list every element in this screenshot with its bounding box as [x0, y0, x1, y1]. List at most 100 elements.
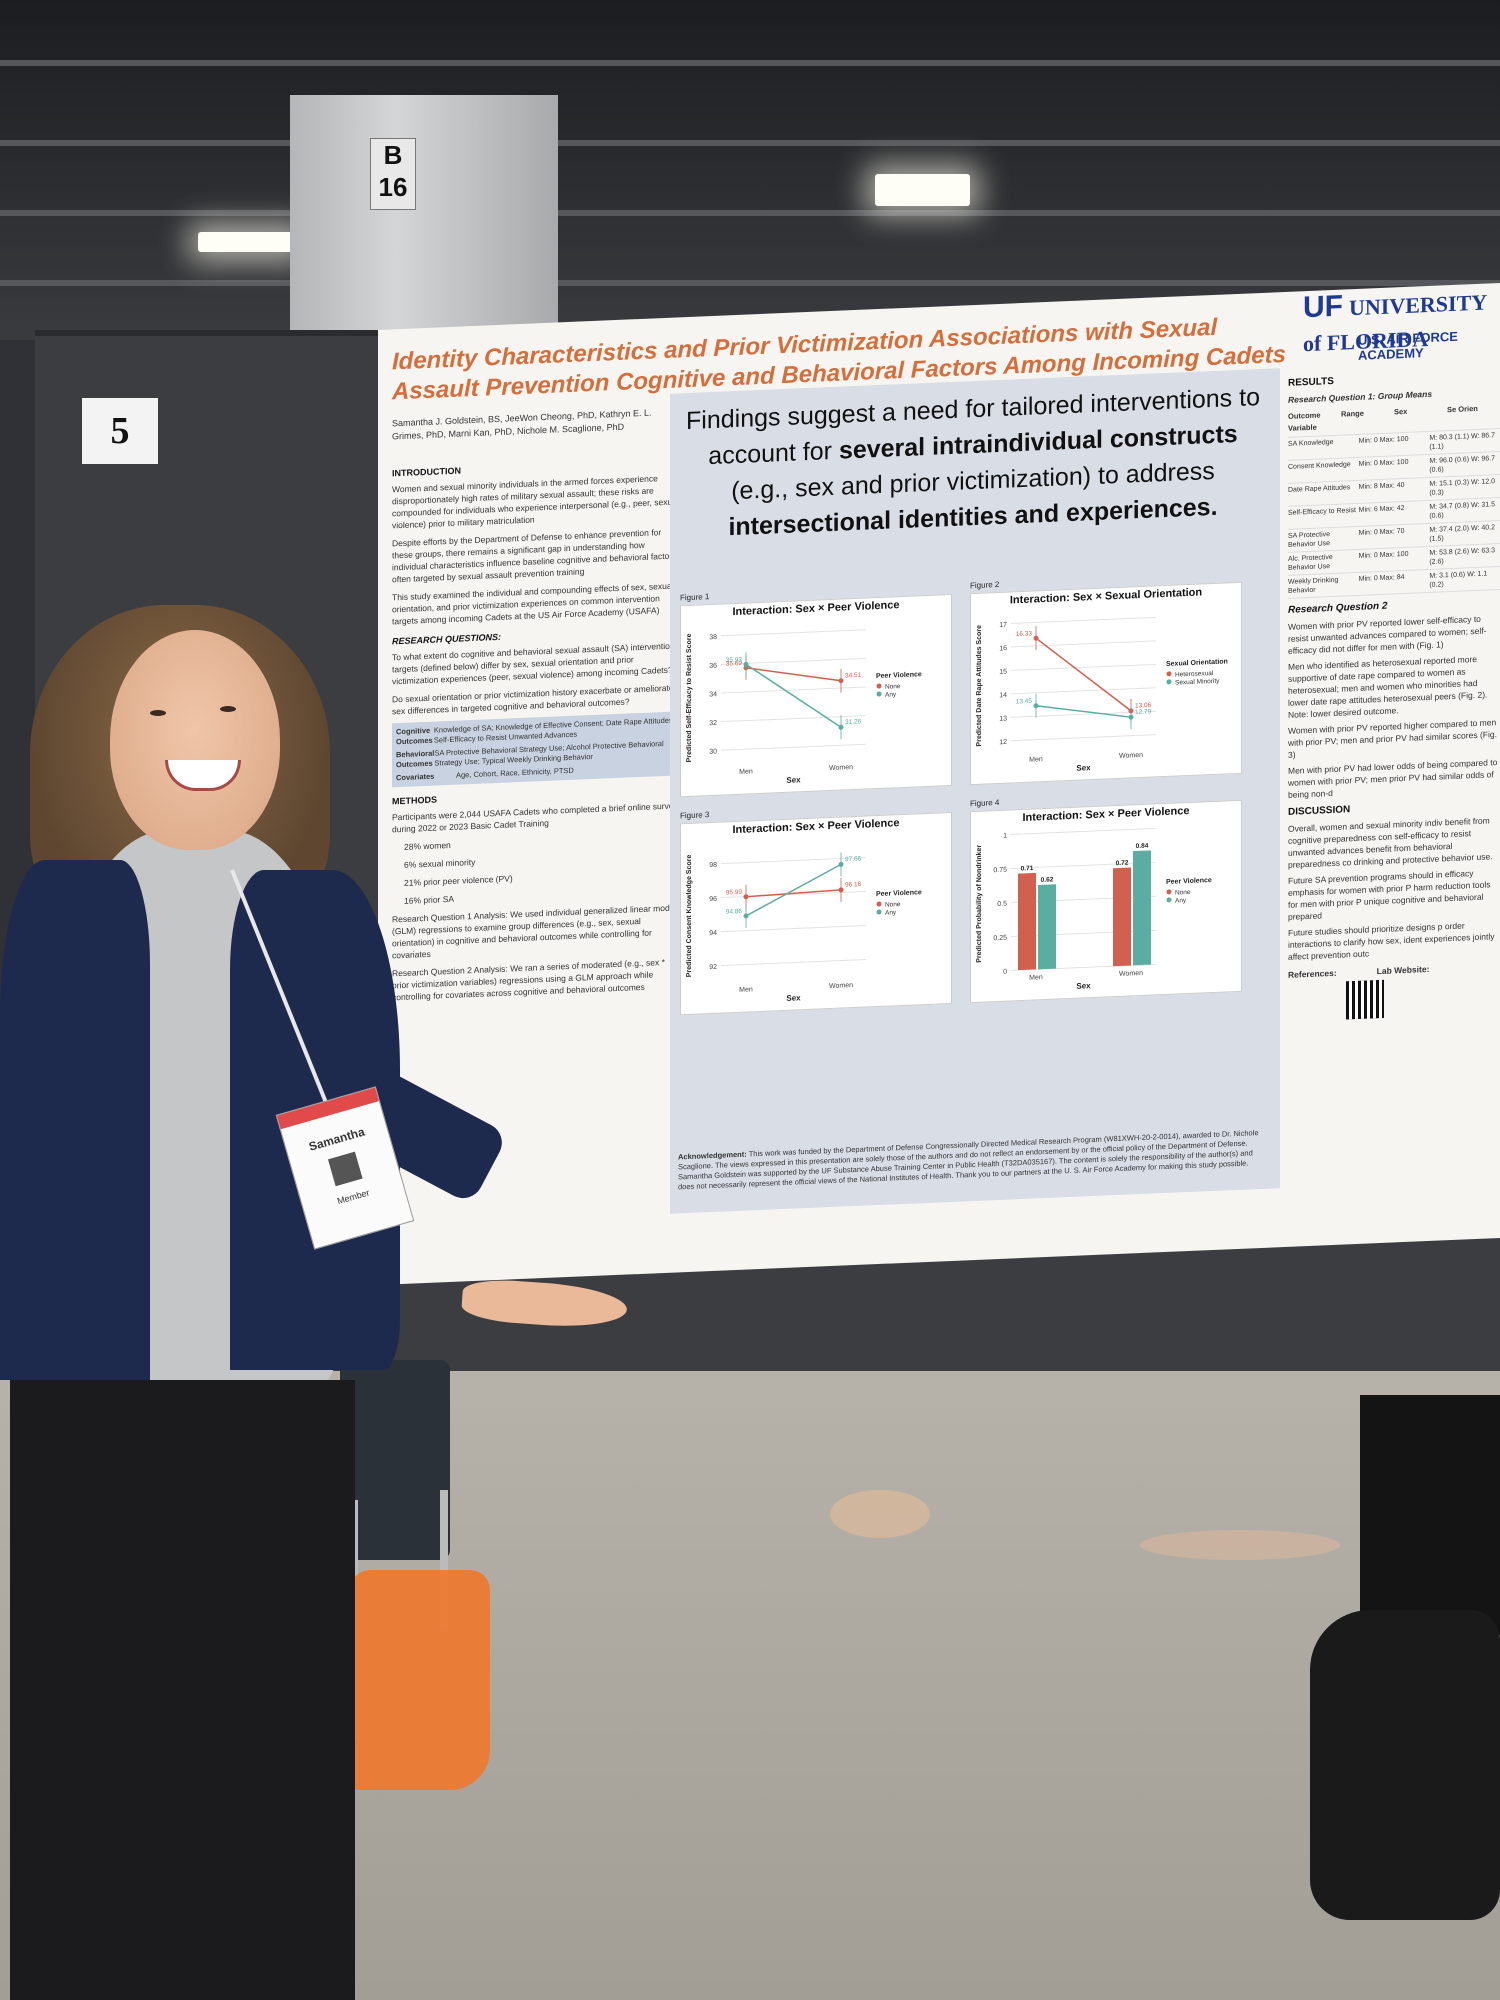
data-label: 0.72 — [1116, 860, 1129, 868]
figure-1: Interaction: Sex × Peer Violence 30 32 34 3… — [680, 593, 952, 798]
y-tick-label: 1 — [1003, 833, 1007, 840]
table-cell: M: 15.1 (0.3) W: 12.0 (0.3) — [1429, 478, 1495, 497]
presenter-eye — [220, 706, 236, 712]
data-label: 31.26 — [845, 718, 862, 726]
data-point — [838, 861, 844, 867]
ceiling-light — [875, 174, 970, 206]
floor-stain — [830, 1490, 930, 1538]
legend-swatch — [1166, 897, 1172, 903]
legend-swatch — [1166, 671, 1172, 677]
ceiling-beam — [0, 140, 1500, 146]
data-label: 96.16 — [845, 881, 862, 889]
right-column: RESULTS Research Question 1: Group Means… — [1288, 363, 1500, 1022]
gridline — [721, 959, 866, 967]
methods-item: Research Question 2 Analysis: We ran a s… — [392, 956, 665, 1003]
x-tick-label: Women — [1119, 970, 1143, 978]
lab-website-label: Lab Website: — [1376, 963, 1430, 977]
bar — [1038, 884, 1056, 970]
badge-qr-icon — [327, 1151, 363, 1187]
table-cell: Min: 0 Max: 84 — [1358, 573, 1405, 583]
bar — [1133, 850, 1151, 966]
figure-label: Figure 3 — [680, 810, 710, 821]
key-finding: Findings suggest a need for tailored int… — [678, 379, 1268, 548]
x-tick-label: Men — [1029, 974, 1043, 982]
table-cell: Min: 0 Max: 100 — [1358, 550, 1409, 560]
y-tick-label: 98 — [709, 862, 717, 869]
table-cell: M: 53.8 (2.6) W: 63.3 (2.6) — [1429, 547, 1495, 566]
references-label: References: — [1288, 967, 1337, 980]
gridline — [721, 629, 866, 637]
presenter-eye — [150, 710, 166, 716]
data-label: 35.69 — [726, 660, 743, 668]
legend-entry: Sexual Minority — [1175, 678, 1220, 687]
y-tick-label: 96 — [709, 896, 717, 903]
figure-label: Figure 1 — [680, 592, 710, 603]
gridline — [721, 657, 866, 665]
series-line — [745, 667, 842, 682]
x-tick-label: Women — [1119, 752, 1143, 760]
ceiling-beam — [0, 280, 1500, 286]
data-point — [743, 913, 749, 919]
uf-logo-mark: UF — [1303, 289, 1343, 325]
legend-entry: None — [1175, 889, 1191, 897]
x-axis-label: Sex — [1076, 981, 1091, 991]
backpack — [1310, 1610, 1500, 1920]
table-cell: Min: 8 Max: 40 — [1358, 481, 1405, 491]
x-tick-label: Men — [1029, 756, 1043, 764]
series-line — [1035, 704, 1132, 718]
y-tick-label: 15 — [999, 669, 1007, 676]
data-point — [743, 894, 749, 900]
poster-authors: Samantha J. Goldstein, BS, JeeWon Cheong… — [392, 407, 652, 442]
floor-stain — [1140, 1530, 1340, 1560]
research-question: To what extent do cognitive and behavior… — [392, 640, 675, 687]
gridline — [721, 743, 866, 751]
legend-entry: Heterosexual — [1175, 670, 1214, 679]
y-tick-label: 36 — [709, 663, 717, 670]
figure-1-chart: 30 32 34 36 38 Predicted Self-Efficacy to Res… — [686, 629, 922, 785]
table-cell: M: 34.7 (0.8) W: 31.5 (0.6) — [1429, 501, 1495, 520]
pillar-sign: B 16 — [370, 138, 416, 210]
outcomes-box: Cognitive Outcomes Knowledge of SA; Knowl… — [392, 711, 682, 788]
table-cell: Alc. Protective Behavior Use — [1288, 553, 1333, 572]
data-point — [1128, 714, 1134, 720]
figure-4-chart: 0 0.25 0.5 0.75 1 Predicted Probability of No… — [976, 827, 1212, 991]
legend-swatch — [876, 691, 882, 697]
data-label: 95.99 — [726, 889, 743, 897]
y-axis-label: Predicted Consent Knowledge Score — [686, 854, 693, 977]
figure-label: Figure 4 — [970, 797, 1000, 809]
data-point — [838, 887, 844, 893]
table-cell: SA Knowledge — [1288, 438, 1334, 448]
intro-bullet: Despite efforts by the Department of Def… — [392, 527, 677, 585]
gridline — [1011, 663, 1156, 671]
table-header-cell: Se Orien — [1447, 403, 1478, 415]
gridline — [721, 925, 866, 933]
legend-title: Peer Violence — [1166, 877, 1212, 886]
figure-3-chart: 92 94 96 98 Predicted Consent Knowledge Scor… — [686, 852, 922, 1003]
y-axis-label: Predicted Date Rape Attitudes Score — [976, 625, 983, 747]
table-cell: M: 37.4 (2.0) W: 40.2 (1.5) — [1429, 524, 1495, 543]
covariates: Age, Cohort, Race, Ethnicity, PTSD — [456, 765, 574, 780]
y-tick-label: 17 — [999, 622, 1007, 629]
series-line — [745, 663, 842, 728]
x-axis-label: Sex — [786, 993, 801, 1003]
data-point — [1033, 703, 1039, 709]
x-tick-label: Women — [829, 982, 853, 990]
gridline — [1011, 827, 1156, 835]
y-tick-label: 0.5 — [997, 901, 1007, 908]
poster: Identity Characteristics and Prior Victi… — [378, 282, 1500, 1286]
figure-3: Interaction: Sex × Peer Violence 92 94 96 9… — [680, 811, 952, 1016]
x-tick-label: Men — [739, 768, 753, 776]
legend-entry: None — [885, 901, 901, 909]
table-header-cell: Sex — [1394, 406, 1408, 417]
rq2-item: Women with prior PV reported lower self-… — [1288, 613, 1487, 656]
gridline — [721, 715, 866, 723]
data-label: 97.66 — [845, 856, 862, 864]
legend-entry: Any — [885, 909, 897, 916]
discussion-item: Future SA prevention programs should in … — [1288, 868, 1491, 922]
legend-entry: Any — [1175, 897, 1187, 904]
methods-item: Research Question 1 Analysis: We used in… — [392, 902, 677, 961]
y-tick-label: 13 — [999, 715, 1007, 722]
person-legs — [1360, 1395, 1500, 1635]
legend-entry: Any — [885, 691, 897, 698]
badge-tag: Member — [336, 1187, 371, 1207]
